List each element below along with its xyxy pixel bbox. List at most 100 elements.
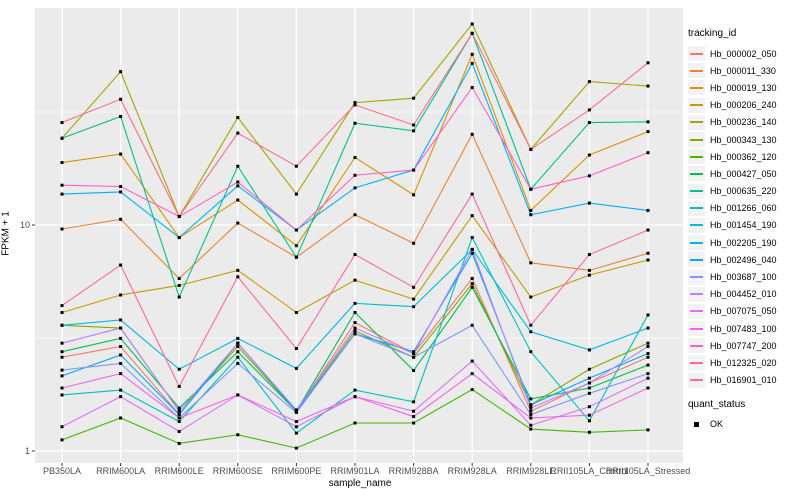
data-point xyxy=(119,70,123,74)
legend-item: Hb_000011_330 xyxy=(688,62,798,79)
data-point xyxy=(353,301,357,305)
legend-item: Hb_001266_060 xyxy=(688,200,798,217)
data-point xyxy=(119,395,123,399)
legend-item-label: Hb_016901_010 xyxy=(710,375,777,386)
data-point xyxy=(60,121,64,125)
data-point xyxy=(294,431,298,435)
data-point xyxy=(353,421,357,425)
data-point xyxy=(587,386,591,390)
data-point xyxy=(587,413,591,417)
data-point xyxy=(412,193,416,197)
legend-key-swatch xyxy=(688,183,705,199)
data-point xyxy=(470,61,474,65)
data-point xyxy=(412,285,416,289)
data-point xyxy=(236,164,240,168)
data-point xyxy=(529,147,533,151)
legend-key-line xyxy=(690,258,703,261)
legend-item-label: Hb_007747_200 xyxy=(710,340,777,351)
data-point xyxy=(353,173,357,177)
data-point xyxy=(119,185,123,189)
x-tick-label: RRIM600SE xyxy=(212,466,263,476)
legend-key-line xyxy=(690,310,703,313)
y-tick-label: 10 xyxy=(19,220,30,230)
data-point xyxy=(412,305,416,309)
data-point xyxy=(529,403,533,407)
data-point xyxy=(294,255,298,259)
legend-item: Hb_000236_140 xyxy=(688,114,798,131)
data-point xyxy=(60,350,64,354)
data-point xyxy=(470,214,474,218)
legend-item: Hb_003687_100 xyxy=(688,268,798,285)
data-point xyxy=(529,213,533,217)
data-point xyxy=(470,359,474,363)
legend-key-line xyxy=(690,155,703,158)
data-point xyxy=(353,253,357,257)
legend-key-line xyxy=(690,86,703,89)
data-point xyxy=(412,352,416,356)
data-point xyxy=(529,261,533,265)
data-point xyxy=(60,341,64,345)
legend-item: Hb_000635_220 xyxy=(688,183,798,200)
data-point xyxy=(470,323,474,327)
data-point xyxy=(294,347,298,351)
data-point xyxy=(60,183,64,187)
quant-status-key xyxy=(688,417,705,432)
data-point xyxy=(119,293,123,297)
legend-key-line xyxy=(690,52,703,55)
data-point xyxy=(470,276,474,280)
legend-title-tracking-id: tracking_id xyxy=(688,28,737,39)
legend-key-swatch xyxy=(688,321,705,337)
legend-item: Hb_000343_130 xyxy=(688,131,798,148)
data-point xyxy=(587,153,591,157)
data-point xyxy=(470,52,474,56)
data-point xyxy=(529,187,533,191)
data-point xyxy=(646,84,650,88)
data-point xyxy=(587,268,591,272)
legend-item-label: Hb_000236_140 xyxy=(710,117,777,128)
data-point xyxy=(529,413,533,417)
data-point xyxy=(646,130,650,134)
data-point xyxy=(646,372,650,376)
data-point xyxy=(177,409,181,413)
data-point xyxy=(236,361,240,365)
data-point xyxy=(353,101,357,105)
data-point xyxy=(353,329,357,333)
x-tick-label: RRIM901LA xyxy=(330,466,380,476)
data-point xyxy=(353,395,357,399)
legend-key-line xyxy=(690,190,703,193)
quant-status-item: OK xyxy=(688,416,798,433)
legend-key-line xyxy=(690,207,703,210)
data-point xyxy=(646,251,650,255)
data-point xyxy=(236,355,240,359)
data-point xyxy=(412,400,416,404)
legend-item-label: Hb_000011_330 xyxy=(710,65,776,76)
data-point xyxy=(294,192,298,196)
data-point xyxy=(119,388,123,392)
data-point xyxy=(60,161,64,165)
legend-key-line xyxy=(690,327,703,330)
data-point xyxy=(236,115,240,119)
plot-panel-background xyxy=(35,8,683,463)
legend-item: Hb_000002_050 xyxy=(688,45,798,62)
legend-key-swatch xyxy=(688,217,705,233)
data-point xyxy=(353,121,357,125)
x-tick-label: RRIM600PE xyxy=(271,466,322,476)
data-point xyxy=(470,31,474,35)
data-point xyxy=(412,168,416,172)
data-point xyxy=(236,344,240,348)
data-point xyxy=(177,367,181,371)
legend-key-line xyxy=(690,241,703,244)
data-point xyxy=(60,386,64,390)
data-point xyxy=(353,213,357,217)
legend-item: Hb_000019_130 xyxy=(688,79,798,96)
data-point xyxy=(294,366,298,370)
data-point xyxy=(470,282,474,286)
legend-key-line xyxy=(690,293,703,296)
data-point xyxy=(412,355,416,359)
data-point xyxy=(529,423,533,427)
data-point xyxy=(412,421,416,425)
legend-item: Hb_001454_190 xyxy=(688,217,798,234)
legend-status-items: OK xyxy=(688,416,798,433)
legend-item: Hb_016901_010 xyxy=(688,372,798,389)
data-point xyxy=(587,405,591,409)
